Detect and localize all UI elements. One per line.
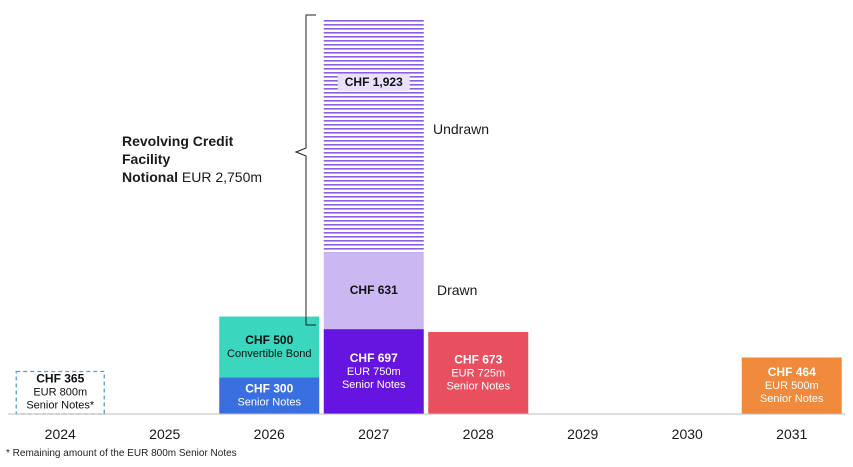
bar-2024-chf-365-sub-label-2: Senior Notes* bbox=[26, 399, 95, 411]
bar-2024-chf-365-sub-label-1: EUR 800m bbox=[33, 386, 87, 398]
x-tick-label-2029: 2029 bbox=[567, 426, 598, 442]
x-tick-label-2027: 2027 bbox=[358, 426, 389, 442]
bar-2027-chf-1-923-value-label: CHF 1,923 bbox=[345, 75, 403, 89]
bar-2026-chf-300 bbox=[219, 377, 320, 414]
x-tick-label-2031: 2031 bbox=[776, 426, 807, 442]
bar-2031-chf-464 bbox=[741, 357, 842, 414]
bar-2026-chf-300-sub-label-1: Senior Notes bbox=[237, 397, 301, 409]
bar-2028-chf-673-value-label: CHF 673 bbox=[454, 353, 502, 367]
rcf-brace bbox=[294, 14, 316, 326]
rcf-bold-3: Notional bbox=[122, 169, 178, 185]
x-tick-label-2026: 2026 bbox=[254, 426, 285, 442]
bar-2027-chf-697-sub-label-1: EUR 750m bbox=[347, 366, 401, 378]
bar-2031-chf-464-sub-label-1: EUR 500m bbox=[765, 380, 819, 392]
bar-2026-chf-500-value-label: CHF 500 bbox=[245, 333, 293, 347]
bar-2027-chf-697-value-label: CHF 697 bbox=[350, 351, 398, 365]
bar-2027-chf-1-923 bbox=[323, 17, 424, 253]
bar-2028-chf-673-sub-label-1: EUR 725m bbox=[451, 368, 505, 380]
bar-2027-chf-631 bbox=[323, 252, 424, 330]
bar-2027-chf-631-value-label: CHF 631 bbox=[350, 283, 398, 297]
bar-2028-chf-673-sub-label-2: Senior Notes bbox=[446, 381, 510, 393]
bar-2031-chf-464-sub-label-2: Senior Notes bbox=[760, 393, 824, 405]
rcf-bold-1: Revolving Credit bbox=[122, 133, 234, 149]
bar-2026-chf-500 bbox=[219, 316, 320, 378]
x-tick-label-2024: 2024 bbox=[45, 426, 76, 442]
x-tick-label-2028: 2028 bbox=[463, 426, 494, 442]
bar-2031-chf-464-value-label: CHF 464 bbox=[768, 365, 816, 379]
x-tick-label-2030: 2030 bbox=[672, 426, 703, 442]
x-tick-label-2025: 2025 bbox=[149, 426, 180, 442]
rcf-annotation: Revolving Credit Facility Notional EUR 2… bbox=[122, 132, 292, 186]
bar-2024-chf-365 bbox=[15, 370, 105, 415]
footnote: * Remaining amount of the EUR 800m Senio… bbox=[6, 448, 237, 459]
bar-2026-chf-300-value-label: CHF 300 bbox=[245, 382, 293, 396]
drawn-label: Drawn bbox=[437, 282, 478, 298]
rcf-bold-2: Facility bbox=[122, 151, 171, 167]
bar-2027-chf-697-sub-label-2: Senior Notes bbox=[342, 379, 406, 391]
bar-2027-chf-697 bbox=[323, 329, 424, 414]
undrawn-label: Undrawn bbox=[433, 121, 490, 137]
bar-2024-chf-365-value-label: CHF 365 bbox=[36, 371, 84, 385]
bar-2026-chf-500-sub-label-1: Convertible Bond bbox=[227, 348, 311, 360]
bar-2027-chf-1-923-label-bg bbox=[337, 73, 410, 91]
bar-2028-chf-673 bbox=[428, 332, 529, 414]
rcf-notional-value: EUR 2,750m bbox=[178, 169, 263, 185]
